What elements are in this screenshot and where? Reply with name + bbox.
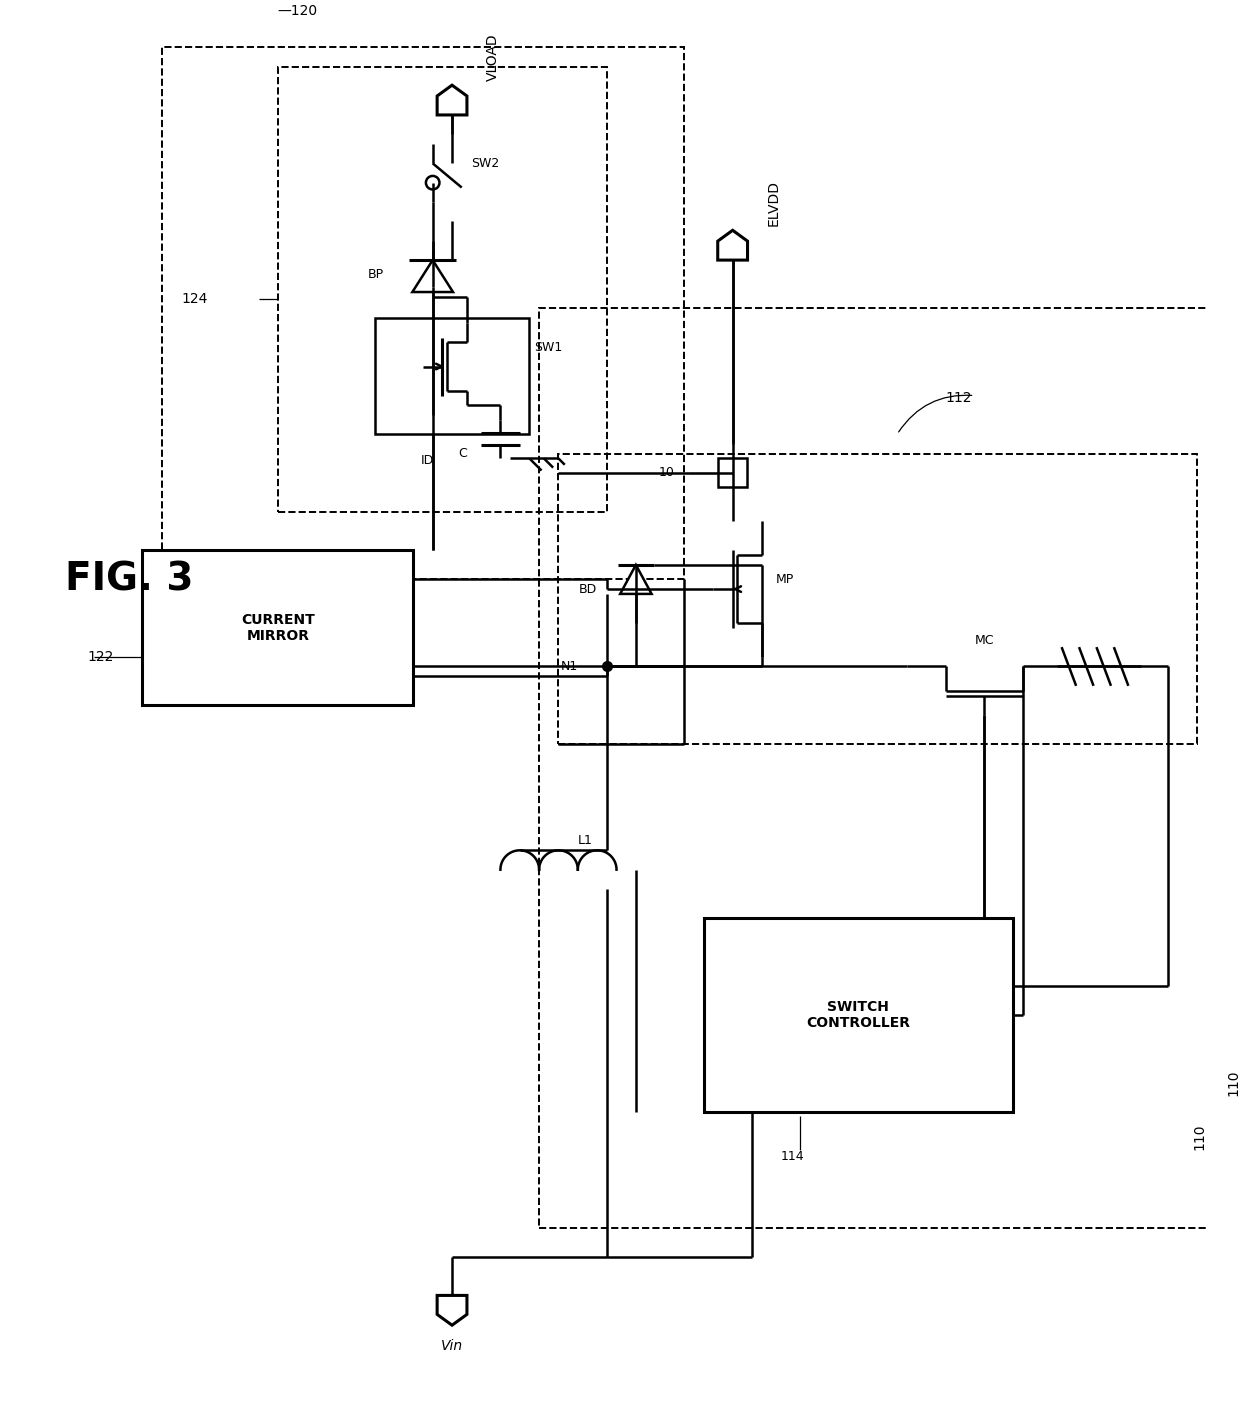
Text: FIG. 3: FIG. 3 (64, 560, 193, 598)
Text: N1: N1 (560, 660, 578, 673)
Text: 124: 124 (181, 292, 207, 306)
Polygon shape (718, 230, 748, 259)
Bar (161, 47, 684, 580)
Text: MC: MC (975, 634, 994, 647)
Text: SWITCH
CONTROLLER: SWITCH CONTROLLER (806, 1000, 910, 1029)
Text: 112: 112 (946, 391, 972, 405)
Bar (558, 454, 1197, 744)
Text: ELVDD: ELVDD (766, 180, 780, 226)
Text: BP: BP (368, 268, 384, 281)
Text: SW2: SW2 (471, 157, 500, 169)
Polygon shape (413, 259, 453, 292)
Text: CURRENT
MIRROR: CURRENT MIRROR (241, 613, 315, 643)
Text: 122: 122 (87, 650, 113, 664)
Text: L1: L1 (578, 835, 593, 847)
Text: 114: 114 (781, 1151, 805, 1163)
Polygon shape (438, 85, 467, 116)
Text: 10: 10 (658, 467, 675, 479)
Text: —120: —120 (278, 4, 317, 18)
Text: 110: 110 (1193, 1124, 1207, 1151)
Bar (374, 319, 529, 434)
Text: VLOAD: VLOAD (486, 34, 500, 82)
Bar (143, 550, 413, 705)
Bar (718, 458, 748, 488)
Text: BD: BD (579, 582, 598, 595)
Text: MP: MP (776, 572, 795, 587)
Text: SW1: SW1 (534, 341, 563, 354)
Polygon shape (438, 1296, 467, 1325)
Polygon shape (620, 565, 651, 594)
Bar (703, 918, 1013, 1111)
Text: C: C (458, 447, 466, 460)
Text: ID: ID (422, 454, 434, 467)
Bar (539, 309, 1216, 1228)
Bar (278, 66, 606, 512)
Text: Vin: Vin (441, 1340, 463, 1354)
Text: 110: 110 (1226, 1069, 1240, 1096)
